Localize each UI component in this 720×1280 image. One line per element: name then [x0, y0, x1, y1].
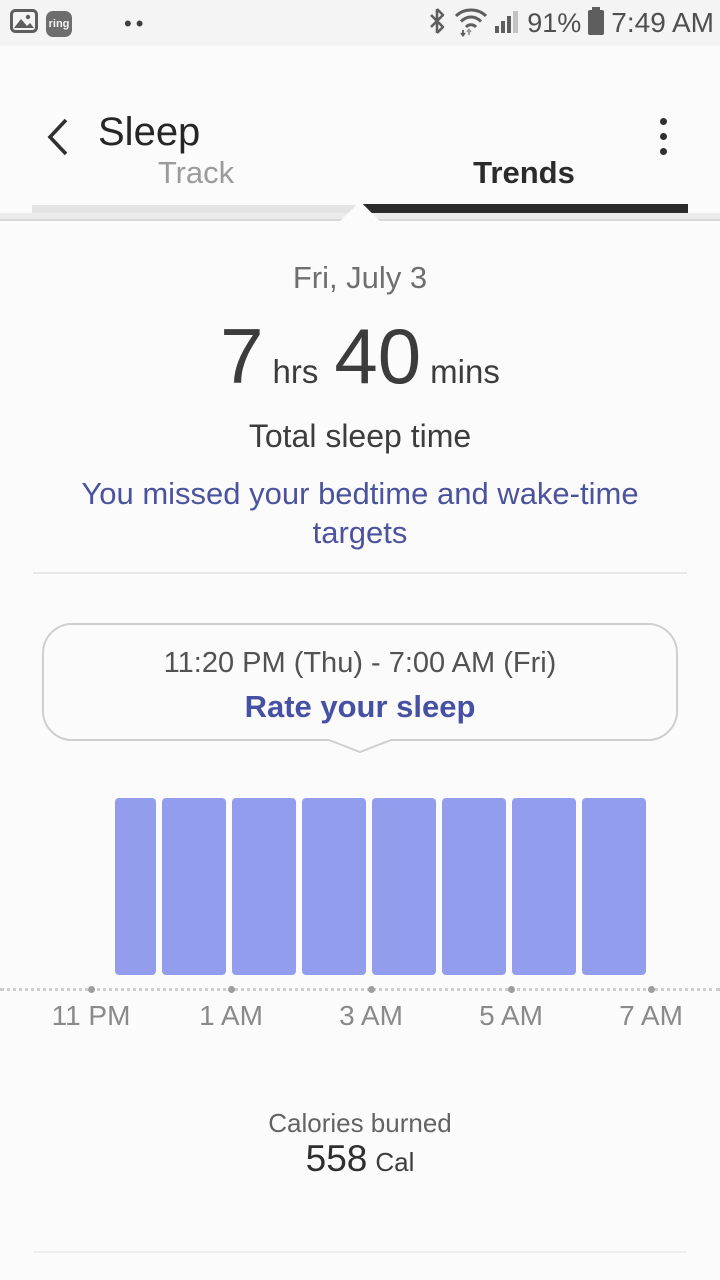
sleep-bar-segment [441, 798, 506, 975]
sleep-time-range: 11:20 PM (Thu) - 7:00 AM (Fri) [163, 647, 557, 679]
sleep-minutes-unit: mins [430, 353, 500, 390]
more-notifications-dots: •• [124, 10, 148, 36]
menu-dot [659, 147, 667, 155]
sleep-hours-value: 7 [220, 312, 264, 400]
bluetooth-icon [427, 6, 447, 41]
page-title: Sleep [98, 110, 201, 154]
app-header: Sleep [0, 46, 720, 156]
sleep-hours-unit: hrs [272, 353, 319, 390]
axis-tick-label: 3 AM [339, 1000, 403, 1031]
total-sleep-caption: Total sleep time [248, 418, 472, 454]
axis-tick-dot [507, 986, 515, 993]
menu-dot [659, 132, 667, 140]
status-bar[interactable]: ring •• [0, 0, 720, 46]
total-sleep-duration: 7 hrs 40 mins [0, 312, 720, 400]
selected-date-label: Fri, July 3 [292, 260, 428, 295]
signal-icon [495, 7, 521, 40]
tab-bar: Track Trends [0, 141, 720, 241]
status-bar-right: 91% 7:49 AM [427, 0, 714, 46]
card-notch-arrow [325, 732, 395, 754]
rate-your-sleep-link[interactable]: Rate your sleep [244, 689, 476, 724]
more-options-button[interactable] [642, 108, 684, 164]
axis-tick-dot [227, 986, 235, 993]
axis-tick-label: 11 PM [51, 1000, 131, 1031]
ring-app-icon: ring [46, 10, 72, 37]
axis-tick-label: 5 AM [479, 1000, 543, 1031]
menu-dot [659, 117, 667, 125]
sleep-bar-segment [511, 798, 576, 975]
calories-burned-label: Calories burned [268, 1108, 452, 1138]
sleep-bar-segment [114, 798, 156, 975]
status-bar-left: ring •• [10, 8, 147, 39]
tab-underline-active [360, 204, 688, 213]
sleep-target-message: You missed your bedtime and wake-time ta… [81, 476, 639, 550]
axis-tick-dot [87, 986, 95, 993]
sleep-bar-segment [231, 798, 296, 975]
gallery-icon [10, 8, 38, 39]
status-clock: 7:49 AM [611, 7, 714, 38]
sleep-bar-segment [161, 798, 226, 975]
axis-tick-label: 7 AM [619, 1000, 683, 1031]
tab-track[interactable]: Track [157, 155, 235, 190]
axis-tick-label: 1 AM [199, 1000, 263, 1031]
tab-trends[interactable]: Trends [473, 155, 575, 190]
bottom-divider [33, 1251, 687, 1253]
back-button[interactable] [38, 112, 82, 162]
sleep-session-card[interactable]: 11:20 PM (Thu) - 7:00 AM (Fri) Rate your… [42, 623, 678, 741]
sleep-bar-chart[interactable]: 11 PM 1 AM 3 AM 5 AM 7 AM [0, 798, 720, 1033]
sleep-bar-segment [581, 798, 646, 975]
battery-percent: 91% [527, 7, 582, 38]
calories-burned-value-row: 558 Cal [0, 1138, 720, 1180]
wifi-icon [453, 5, 489, 42]
axis-tick-dot [367, 986, 375, 993]
battery-icon [587, 6, 605, 41]
section-divider [33, 572, 687, 574]
calories-unit: Cal [375, 1147, 415, 1177]
sleep-minutes-value: 40 [334, 312, 422, 400]
axis-tick-dot [647, 986, 655, 993]
calories-value: 558 [305, 1138, 368, 1179]
tab-underline-track [32, 205, 360, 214]
time-axis-line [0, 988, 720, 991]
sleep-bar-segment [371, 798, 436, 975]
sleep-bar-segment [301, 798, 366, 975]
